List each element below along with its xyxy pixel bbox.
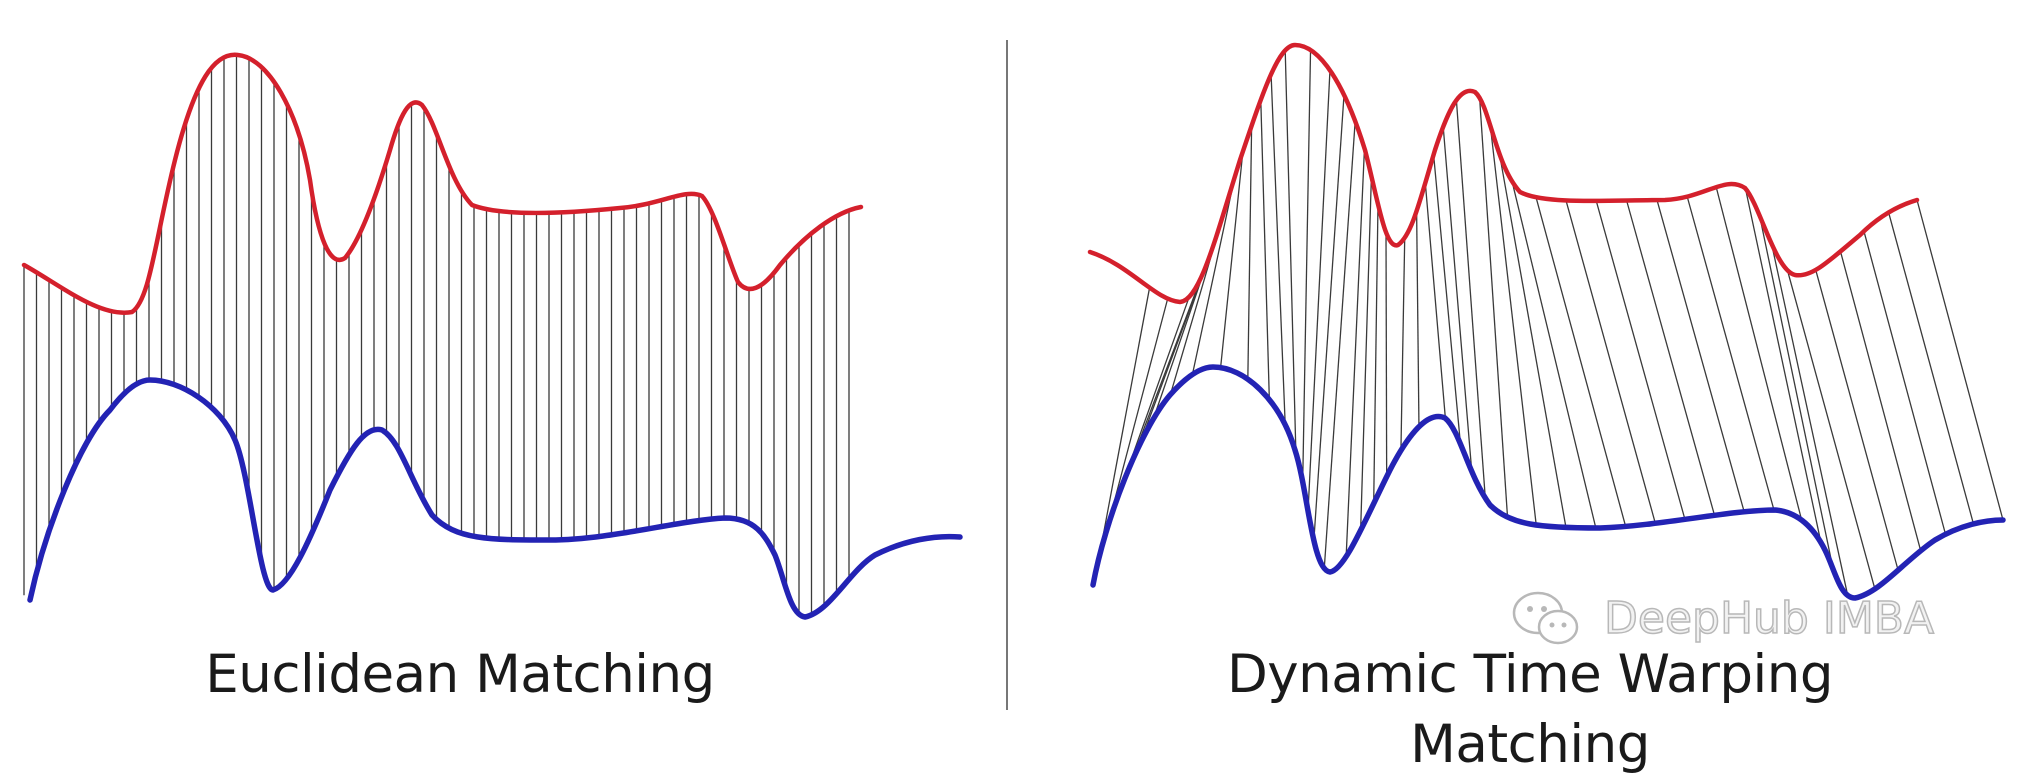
dtw-lower-series xyxy=(1090,364,2006,601)
dtw-match-line xyxy=(1442,126,1473,472)
dtw-match-line xyxy=(1307,70,1331,512)
dtw-match-line xyxy=(1260,99,1270,400)
dtw-match-line xyxy=(1656,199,1745,512)
dtw-match-line xyxy=(1625,200,1716,516)
euclidean-lower-series xyxy=(27,377,963,620)
dtw-match-line xyxy=(1359,176,1373,531)
dtw-illustration xyxy=(21,40,2006,710)
dtw-match-line xyxy=(1595,200,1686,520)
dtw-match-line xyxy=(1415,211,1420,427)
dtw-match-line xyxy=(1744,188,1822,543)
dtw-match-line xyxy=(1373,204,1379,504)
euclidean-upper-series xyxy=(21,52,864,315)
dtw-match-line xyxy=(1786,270,1876,590)
dtw-caption: Dynamic Time Warping Matching xyxy=(1226,644,1834,775)
dtw-match-line xyxy=(1098,287,1151,558)
watermark: DeepHub IMBA xyxy=(1510,578,1935,658)
dtw-match-line xyxy=(1270,74,1286,426)
dtw-match-line xyxy=(1535,197,1627,527)
dtw-match-line xyxy=(1815,269,1899,571)
dtw-match-line xyxy=(1863,231,1947,535)
euclidean-match-lines xyxy=(23,54,850,615)
wechat-icon xyxy=(1512,591,1579,645)
dtw-upper-series xyxy=(1087,42,1920,305)
dtw-match-line xyxy=(1758,215,1834,570)
dtw-match-line xyxy=(1478,97,1509,518)
dtw-match-line xyxy=(1770,243,1849,596)
dtw-match-line xyxy=(1565,200,1656,524)
dtw-match-line xyxy=(1400,237,1406,451)
dtw-match-line xyxy=(1839,251,1922,551)
dtw-match-line xyxy=(1323,121,1356,569)
dtw-match-line xyxy=(1715,186,1803,521)
dtw-match-line xyxy=(1385,232,1388,477)
dtw-match-line xyxy=(1247,125,1253,380)
dtw-match-line xyxy=(1511,181,1597,529)
dtw-match-lines xyxy=(1098,50,2004,596)
dtw-match-line xyxy=(1302,50,1312,482)
dtw-match-line xyxy=(1498,154,1567,528)
dtw-match-line xyxy=(1887,212,1975,525)
dtw-match-line xyxy=(1313,94,1345,541)
dtw-match-line xyxy=(1191,176,1236,375)
dtw-match-line xyxy=(1455,100,1486,499)
dtw-match-line xyxy=(1219,151,1244,368)
dtw-match-line xyxy=(1489,125,1537,526)
dtw-match-line xyxy=(1284,50,1297,453)
dtw-match-line xyxy=(1916,199,2004,521)
dtw-match-line xyxy=(1686,196,1775,511)
euclidean-caption: Euclidean Matching xyxy=(205,644,715,705)
dtw-match-line xyxy=(1432,154,1462,444)
dtw-match-line xyxy=(1345,148,1366,557)
dtw-match-line xyxy=(1106,298,1169,530)
dtw-match-line xyxy=(1424,182,1447,419)
watermark-text: DeepHub IMBA xyxy=(1603,592,1935,645)
